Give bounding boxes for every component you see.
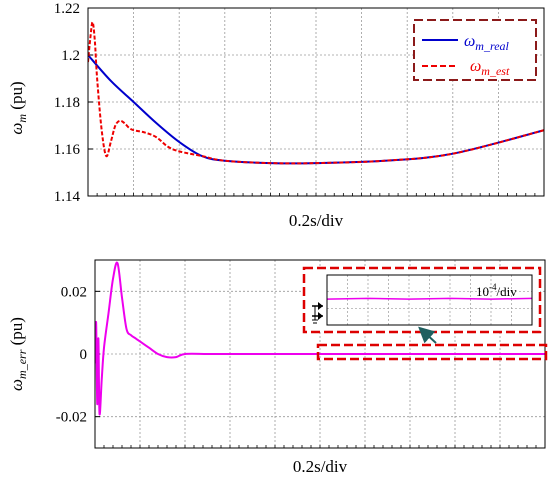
- top-xlabel: 0.2s/div: [289, 211, 344, 230]
- top-plot-frame: [87, 7, 545, 197]
- svg-text:ωm_err (pu): ωm_err (pu): [7, 317, 29, 391]
- bottom-ytick-label: 0: [80, 347, 88, 363]
- zoom-region-box: [316, 343, 548, 361]
- top-ytick-label: 1.14: [54, 189, 81, 205]
- bottom-xlabel: 0.2s/div: [293, 457, 348, 476]
- inset-outer-frame: [302, 266, 542, 334]
- inset-grid: [327, 275, 532, 325]
- zoom-inset: 10-4/div: [302, 266, 542, 334]
- inset-series-line: [327, 297, 532, 300]
- top-legend: ωm_real ωm_est: [413, 19, 537, 81]
- bottom-plot: -0.02 0 0.02 0.2s/div ωm_err (pu) 10-4/div: [7, 259, 548, 476]
- inset-series-group: [327, 297, 532, 300]
- bottom-series-line-0: [95, 261, 545, 416]
- top-ytick-label: 1.16: [54, 142, 81, 158]
- svg-text:ωm (pu): ωm (pu): [7, 81, 29, 134]
- legend-label-real: ωm_real: [464, 33, 510, 53]
- bottom-series-group: [95, 261, 545, 416]
- top-ytick-labels: 1.14 1.16 1.18 1.2 1.22: [54, 1, 81, 205]
- inset-scale-marker: [312, 302, 323, 324]
- inset-plot-frame: [326, 274, 533, 326]
- top-plot: 1.14 1.16 1.18 1.2 1.22 0.2s/div ωm (pu) ωm_…: [7, 1, 545, 230]
- top-ytick-label: 1.18: [54, 95, 80, 111]
- zoom-arrow: [418, 326, 437, 344]
- bottom-ytick-label: -0.02: [56, 410, 87, 426]
- top-ylabel: ωm (pu): [7, 81, 29, 134]
- top-ytick-label: 1.2: [61, 48, 80, 64]
- bottom-ytick-label: 0.02: [61, 284, 87, 300]
- legend-label-est: ωm_est: [470, 58, 510, 78]
- bottom-ylabel: ωm_err (pu): [7, 317, 29, 391]
- top-ytick-label: 1.22: [54, 1, 80, 17]
- bottom-ytick-labels: -0.02 0 0.02: [56, 284, 87, 425]
- top-series-group: [88, 21, 544, 165]
- inset-scale-label: 10-4/div: [476, 282, 517, 299]
- top-series-line-1: [88, 21, 544, 165]
- legend-frame: [413, 19, 537, 81]
